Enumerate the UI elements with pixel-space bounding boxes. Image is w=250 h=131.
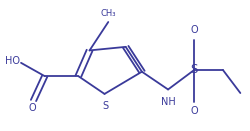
Text: NH: NH <box>160 97 175 107</box>
Text: O: O <box>28 103 36 113</box>
Text: O: O <box>190 25 197 35</box>
Text: S: S <box>190 63 197 77</box>
Text: CH₃: CH₃ <box>100 9 116 18</box>
Text: S: S <box>102 101 108 111</box>
Text: HO: HO <box>5 56 20 66</box>
Text: O: O <box>190 106 197 116</box>
